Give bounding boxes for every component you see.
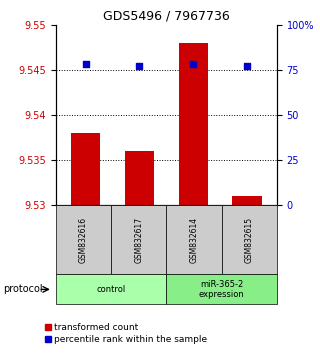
Text: GSM832614: GSM832614 (189, 217, 198, 263)
Bar (232, 196, 262, 205)
Text: protocol: protocol (3, 284, 43, 295)
Title: GDS5496 / 7967736: GDS5496 / 7967736 (103, 9, 230, 22)
Text: miR-365-2
expression: miR-365-2 expression (199, 280, 244, 299)
Bar (125, 151, 154, 205)
Bar (71, 133, 100, 205)
Point (244, 63, 250, 69)
Point (137, 63, 142, 69)
Text: GSM832616: GSM832616 (79, 217, 88, 263)
Point (83, 62, 88, 67)
Point (191, 62, 196, 67)
Legend: transformed count, percentile rank within the sample: transformed count, percentile rank withi… (44, 323, 208, 344)
Text: GSM832617: GSM832617 (134, 217, 143, 263)
Text: GSM832615: GSM832615 (245, 217, 254, 263)
Bar (179, 43, 208, 205)
Text: control: control (97, 285, 126, 294)
